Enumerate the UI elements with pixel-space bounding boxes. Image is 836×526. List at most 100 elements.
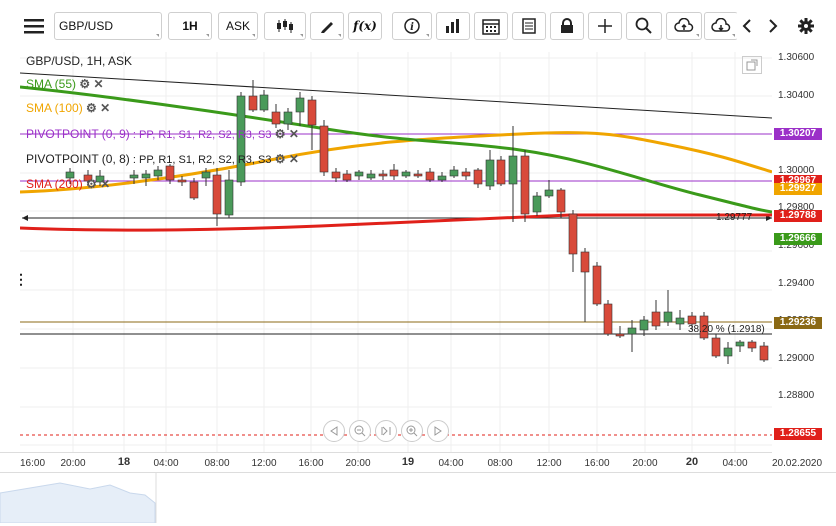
pan-right-button[interactable] xyxy=(427,420,449,442)
chevron-left-icon xyxy=(742,19,751,33)
menu-icon[interactable] xyxy=(18,12,50,40)
time-tick-label: 04:00 xyxy=(153,458,179,469)
volume-button[interactable] xyxy=(436,12,470,40)
navigator-chart xyxy=(0,473,836,524)
lock-button[interactable] xyxy=(550,12,584,40)
candle xyxy=(389,169,399,177)
upload-button[interactable] xyxy=(666,12,702,40)
price-tag: 1.29666 xyxy=(774,233,822,245)
reset-zoom-button[interactable] xyxy=(375,420,397,442)
candle xyxy=(413,173,423,177)
legend-label: PIVOTPOINT (0, 9) xyxy=(26,127,130,141)
pan-left-button[interactable] xyxy=(323,420,345,442)
expand-button[interactable] xyxy=(742,56,762,74)
time-axis: 16:00 20:00 18 04:00 08:00 12:00 16:00 20:00 19 0… xyxy=(0,452,822,473)
timeframe-selector[interactable]: 1H xyxy=(168,12,212,40)
price-tick-label: 1.30400 xyxy=(778,89,815,101)
time-tick-label: 12:00 xyxy=(536,458,562,469)
time-tick-label: 16:00 xyxy=(20,458,46,469)
candle xyxy=(307,99,317,126)
time-tick-label: 20:00 xyxy=(345,458,371,469)
reset-icon xyxy=(381,426,391,436)
chart-nav-controls xyxy=(323,420,449,442)
candle xyxy=(95,175,105,183)
hline-label: 1.29777 xyxy=(716,212,753,223)
candle xyxy=(319,125,329,173)
candle xyxy=(153,169,163,177)
lock-icon xyxy=(561,18,573,33)
news-button[interactable] xyxy=(512,12,546,40)
triangle-right-icon xyxy=(434,426,442,436)
price-tag: 1.30207 xyxy=(774,128,822,140)
price-chart[interactable]: 1.29777 38.20 % (1.2918) xyxy=(19,52,773,452)
price-tick-label: 1.28800 xyxy=(778,390,815,402)
draw-tool-button[interactable] xyxy=(310,12,344,40)
zoom-out-icon xyxy=(354,425,366,437)
cloud-upload-icon xyxy=(674,18,694,32)
scroll-right-button[interactable] xyxy=(762,12,784,40)
zoom-button[interactable] xyxy=(626,12,662,40)
candle xyxy=(342,173,352,181)
candle xyxy=(603,303,613,335)
legend-controls-icon[interactable]: ⚙ ✕ xyxy=(271,152,299,166)
candle xyxy=(65,171,75,179)
legend-item: PIVOTPOINT (0, 9) : PP, R1, S1, R2, S2, … xyxy=(26,127,299,141)
price-tick-label: 1.29800 xyxy=(778,202,815,214)
candle xyxy=(759,345,769,361)
download-button[interactable] xyxy=(704,12,738,40)
pencil-icon xyxy=(321,22,333,33)
legend-label: SMA (200) xyxy=(26,177,83,191)
candle xyxy=(508,155,518,185)
candle xyxy=(723,347,733,357)
triangle-left-icon xyxy=(330,426,338,436)
side-handle-icon[interactable]: ⋮ xyxy=(14,271,28,287)
candle xyxy=(711,337,721,357)
price-tag: 1.28655 xyxy=(774,428,822,440)
candle xyxy=(224,179,234,216)
zoom-in-button[interactable] xyxy=(401,420,423,442)
price-type-selector[interactable]: ASK xyxy=(218,12,258,40)
candle xyxy=(699,315,709,339)
candle xyxy=(735,341,745,347)
indicators-button[interactable]: f(x) xyxy=(348,12,382,40)
candle xyxy=(592,265,602,305)
price-tick-label: 1.29600 xyxy=(778,240,815,251)
legend-controls-icon[interactable]: ⚙ ✕ xyxy=(82,101,111,115)
price-type-label: ASK xyxy=(225,19,250,33)
time-tick-label: 20.02.2020 xyxy=(772,458,823,469)
calendar-button[interactable] xyxy=(474,12,508,40)
candle xyxy=(248,95,258,111)
candle xyxy=(366,173,376,179)
symbol-selector[interactable]: GBP/USD xyxy=(54,12,162,40)
zoom-out-button[interactable] xyxy=(349,420,371,442)
price-tag: 1.29927 xyxy=(774,183,822,195)
candle xyxy=(449,169,459,177)
chevron-right-icon xyxy=(769,19,778,33)
legend-controls-icon[interactable]: ⚙ ✕ xyxy=(271,127,299,141)
candle xyxy=(354,171,364,177)
legend-controls-icon[interactable]: ⚙ ✕ xyxy=(76,77,104,91)
settings-button[interactable] xyxy=(792,12,820,40)
time-tick-label: 16:00 xyxy=(298,458,324,469)
chart-type-button[interactable] xyxy=(264,12,306,40)
legend-controls-icon[interactable]: ⚙ ✕ xyxy=(82,177,111,191)
candle xyxy=(212,174,222,215)
candle xyxy=(271,111,281,125)
crosshair-button[interactable] xyxy=(588,12,622,40)
symbol-label: GBP/USD xyxy=(59,19,114,33)
time-tick-label: 20:00 xyxy=(632,458,658,469)
candle xyxy=(687,315,697,325)
legend-suffix: : PP, R1, S1, R2, S2, R3, S3 xyxy=(129,129,272,141)
navigator[interactable] xyxy=(0,472,836,524)
info-button[interactable]: i xyxy=(392,12,432,40)
legend-suffix: : PP, R1, S1, R2, S2, R3, S3 xyxy=(129,154,272,166)
candle xyxy=(437,175,447,181)
candle xyxy=(639,319,649,331)
candle xyxy=(425,171,435,181)
chart-area[interactable]: 1.29777 38.20 % (1.2918) xyxy=(19,52,773,452)
candle xyxy=(663,311,673,323)
cloud-download-icon xyxy=(711,18,731,32)
scroll-left-button[interactable] xyxy=(736,12,758,40)
time-tick-label: 18 xyxy=(117,456,131,468)
time-tick-label: 08:00 xyxy=(204,458,230,469)
